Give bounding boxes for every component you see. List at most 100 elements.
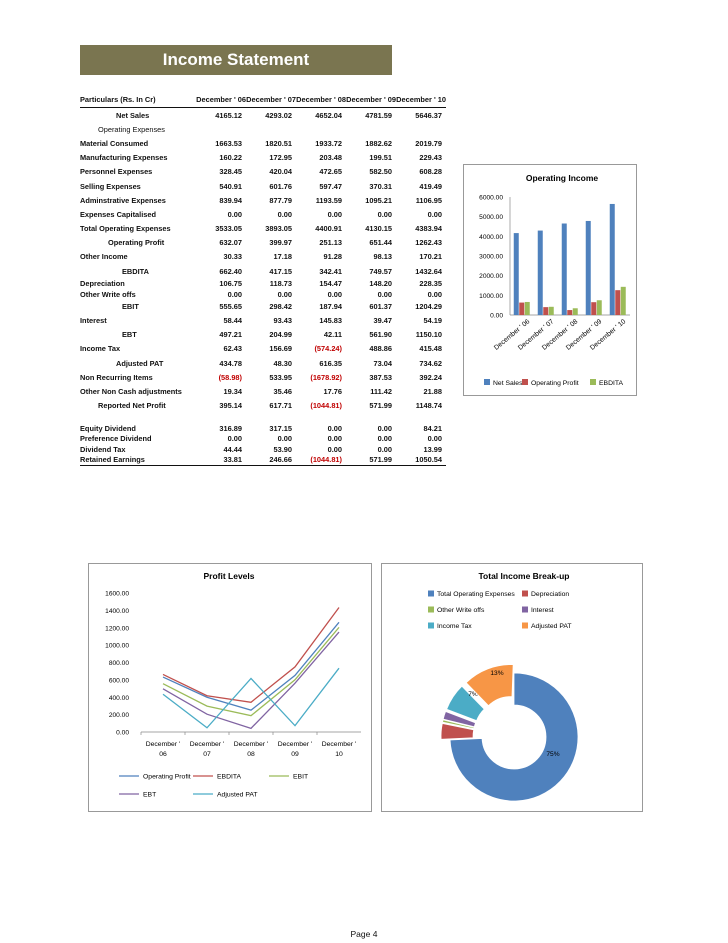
- bar-net-sales: [513, 233, 519, 315]
- row-value: 0.00: [377, 423, 392, 433]
- slice-label: 7%: [468, 691, 478, 698]
- row-value: 13.99: [423, 444, 443, 454]
- legend-label: Total Operating Expenses: [437, 591, 515, 598]
- row-value: 571.99: [369, 401, 392, 411]
- row-value: 118.73: [269, 279, 292, 288]
- row-value: 0.00: [377, 434, 392, 443]
- series-line-operating-profit: [162, 621, 340, 711]
- row-value: 145.83: [319, 316, 342, 326]
- row-value: 0.00: [427, 209, 442, 219]
- row-value: 4400.91: [315, 224, 342, 234]
- row-label: Net Sales: [116, 110, 150, 120]
- row-value: 229.43: [419, 153, 442, 163]
- page-title: Income Statement: [80, 45, 392, 75]
- y-tick-label: 1400.00: [105, 608, 129, 615]
- row-value: 1663.53: [215, 138, 242, 148]
- row-label: Personnel Expenses: [80, 167, 153, 177]
- row-value: 651.44: [369, 238, 392, 248]
- row-label: Operating Expenses: [98, 124, 165, 134]
- table-row: Selling Expenses 540.91 601.76 597.47 370.31…: [80, 179, 446, 193]
- row-value: 160.22: [219, 153, 242, 163]
- row-label: Retained Earnings: [80, 454, 196, 466]
- row-value: (1044.81): [296, 454, 346, 466]
- bar-net-sales: [561, 223, 567, 315]
- x-tick-label: 07: [203, 751, 211, 758]
- bar-operating-profit: [615, 290, 621, 315]
- table-row: Operating Profit 632.07 399.97 251.13 651.44…: [80, 236, 446, 250]
- row-value: 497.21: [219, 330, 242, 340]
- row-value: 387.53: [369, 372, 392, 382]
- table-row: EBT 497.21 204.99 42.11 561.90 1150.10: [80, 328, 446, 342]
- row-value: 0.00: [327, 434, 342, 443]
- series-line-ebt: [162, 631, 340, 730]
- y-tick-label: 200.00: [109, 712, 130, 719]
- table-row: Preference Dividend 0.00 0.00 0.00 0.00 0.00: [80, 433, 446, 444]
- row-value: 1095.21: [365, 195, 392, 205]
- x-tick-label: December ': [190, 741, 225, 748]
- row-value: 3533.05: [215, 224, 242, 234]
- operating-income-chart: Operating Income 0.00 1000.00 2000.00 3000.…: [463, 164, 637, 396]
- row-value: 0.00: [327, 209, 342, 219]
- bar-operating-profit: [543, 307, 549, 315]
- table-row: Adjusted PAT 434.78 48.30 616.35 73.04 734.62: [80, 356, 446, 370]
- bar-net-sales: [609, 203, 615, 315]
- row-label: Other Income: [80, 252, 128, 262]
- row-value: 1150.10: [415, 330, 442, 340]
- income-breakup-plot: Total Income Break-up 75%4%0%2%7%13%Tota…: [428, 571, 579, 802]
- table-row: Equity Dividend 316.89 317.15 0.00 0.00 84.21: [80, 423, 446, 434]
- row-value: [296, 413, 346, 423]
- legend-label: Operating Profit: [531, 380, 579, 387]
- operating-income-plot: Operating Income 0.00 1000.00 2000.00 3000.…: [479, 173, 630, 387]
- row-value: 93.43: [273, 316, 293, 326]
- row-value: 2019.79: [415, 138, 442, 148]
- bar-operating-profit: [591, 302, 597, 315]
- row-value: 317.15: [269, 423, 292, 433]
- table-row: Other Write offs 0.00 0.00 0.00 0.00 0.00: [80, 289, 446, 300]
- row-value: (1678.92): [310, 372, 342, 382]
- row-value: 0.00: [227, 209, 242, 219]
- table-row: Net Sales 4165.12 4293.02 4652.04 4781.59 564…: [80, 108, 446, 123]
- row-value: 555.65: [219, 301, 242, 311]
- row-value: 62.43: [223, 344, 243, 354]
- row-value: 228.35: [419, 279, 442, 288]
- row-label: Dividend Tax: [80, 444, 126, 454]
- row-value: [346, 122, 396, 136]
- bar-ebdita: [524, 301, 530, 315]
- legend-label: EBDITA: [599, 380, 624, 387]
- row-value: 4781.59: [365, 110, 392, 120]
- series-line-ebit: [162, 626, 340, 717]
- row-value: [396, 413, 446, 423]
- bar-operating-profit: [567, 310, 573, 315]
- legend-label: EBIT: [293, 774, 308, 781]
- row-value: 0.00: [327, 289, 342, 299]
- row-value: 0.00: [277, 434, 292, 443]
- row-value: 662.40: [219, 266, 242, 276]
- row-value: [246, 413, 296, 423]
- row-value: 1106.95: [415, 195, 442, 205]
- row-value: 571.99: [346, 454, 396, 466]
- row-label: EBIT: [122, 301, 139, 311]
- row-value: 749.57: [369, 266, 392, 276]
- bar-net-sales: [585, 220, 591, 315]
- row-value: 30.33: [223, 252, 243, 262]
- row-value: 172.95: [269, 153, 292, 163]
- row-value: 199.51: [369, 153, 392, 163]
- y-tick-label: 400.00: [109, 695, 130, 702]
- row-value: [246, 122, 296, 136]
- row-value: 582.50: [369, 167, 392, 177]
- row-value: [346, 413, 396, 423]
- row-value: 42.11: [323, 330, 342, 340]
- row-label: Reported Net Profit: [98, 401, 166, 411]
- row-value: 4293.02: [265, 110, 292, 120]
- row-value: [196, 122, 246, 136]
- row-label: Non Recurring Items: [80, 372, 153, 382]
- row-value: 39.47: [373, 316, 393, 326]
- slice-total-operating-expenses: [449, 672, 579, 802]
- row-value: 399.97: [269, 238, 292, 248]
- table-row: Personnel Expenses 328.45 420.04 472.65 582.…: [80, 165, 446, 179]
- row-value: 0.00: [227, 434, 242, 443]
- table-row: Income Tax 62.43 156.69 (574.24) 488.86 415.4…: [80, 342, 446, 356]
- row-value: 91.28: [323, 252, 343, 262]
- row-value: 533.95: [269, 372, 292, 382]
- y-tick-label: 6000.00: [479, 195, 503, 202]
